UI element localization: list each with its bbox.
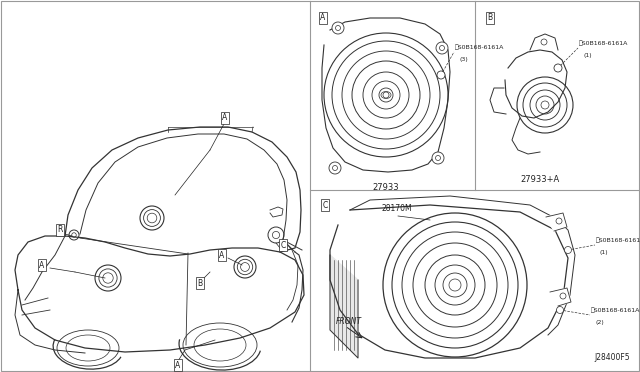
- Text: B: B: [488, 13, 493, 22]
- Text: 27933: 27933: [372, 183, 399, 192]
- Text: 27933+A: 27933+A: [520, 175, 559, 184]
- Circle shape: [556, 218, 562, 224]
- Text: ⓈS0B168-6161A: ⓈS0B168-6161A: [596, 237, 640, 243]
- Circle shape: [560, 293, 566, 299]
- Polygon shape: [330, 255, 358, 358]
- Text: B: B: [197, 279, 203, 288]
- Text: C: C: [323, 201, 328, 209]
- Text: A: A: [40, 260, 45, 269]
- Text: 28170M: 28170M: [382, 204, 413, 213]
- Polygon shape: [546, 213, 567, 231]
- Text: J28400F5: J28400F5: [595, 353, 630, 362]
- Circle shape: [557, 307, 563, 314]
- Polygon shape: [505, 50, 567, 118]
- Polygon shape: [550, 288, 571, 306]
- Text: FRONT: FRONT: [336, 317, 362, 327]
- Text: ⓈS0B168-6161A: ⓈS0B168-6161A: [455, 44, 504, 50]
- Circle shape: [554, 64, 562, 72]
- Circle shape: [432, 152, 444, 164]
- Text: (1): (1): [583, 53, 591, 58]
- Text: ⓈS0B168-6161A: ⓈS0B168-6161A: [591, 307, 640, 313]
- Text: (2): (2): [595, 320, 604, 325]
- Text: R: R: [58, 225, 63, 234]
- Text: A: A: [220, 250, 225, 260]
- Text: A: A: [175, 360, 180, 369]
- Text: ⓈS0B168-6161A: ⓈS0B168-6161A: [579, 41, 628, 46]
- Polygon shape: [490, 88, 506, 114]
- Circle shape: [437, 71, 445, 79]
- Polygon shape: [330, 205, 568, 358]
- Circle shape: [436, 42, 448, 54]
- Circle shape: [332, 22, 344, 34]
- Text: (1): (1): [600, 250, 609, 255]
- Polygon shape: [322, 18, 450, 172]
- Text: A: A: [321, 13, 326, 22]
- Text: C: C: [280, 241, 285, 250]
- Circle shape: [329, 162, 341, 174]
- Polygon shape: [530, 34, 558, 50]
- Circle shape: [564, 247, 572, 253]
- Text: A: A: [222, 113, 228, 122]
- Text: (3): (3): [459, 57, 468, 62]
